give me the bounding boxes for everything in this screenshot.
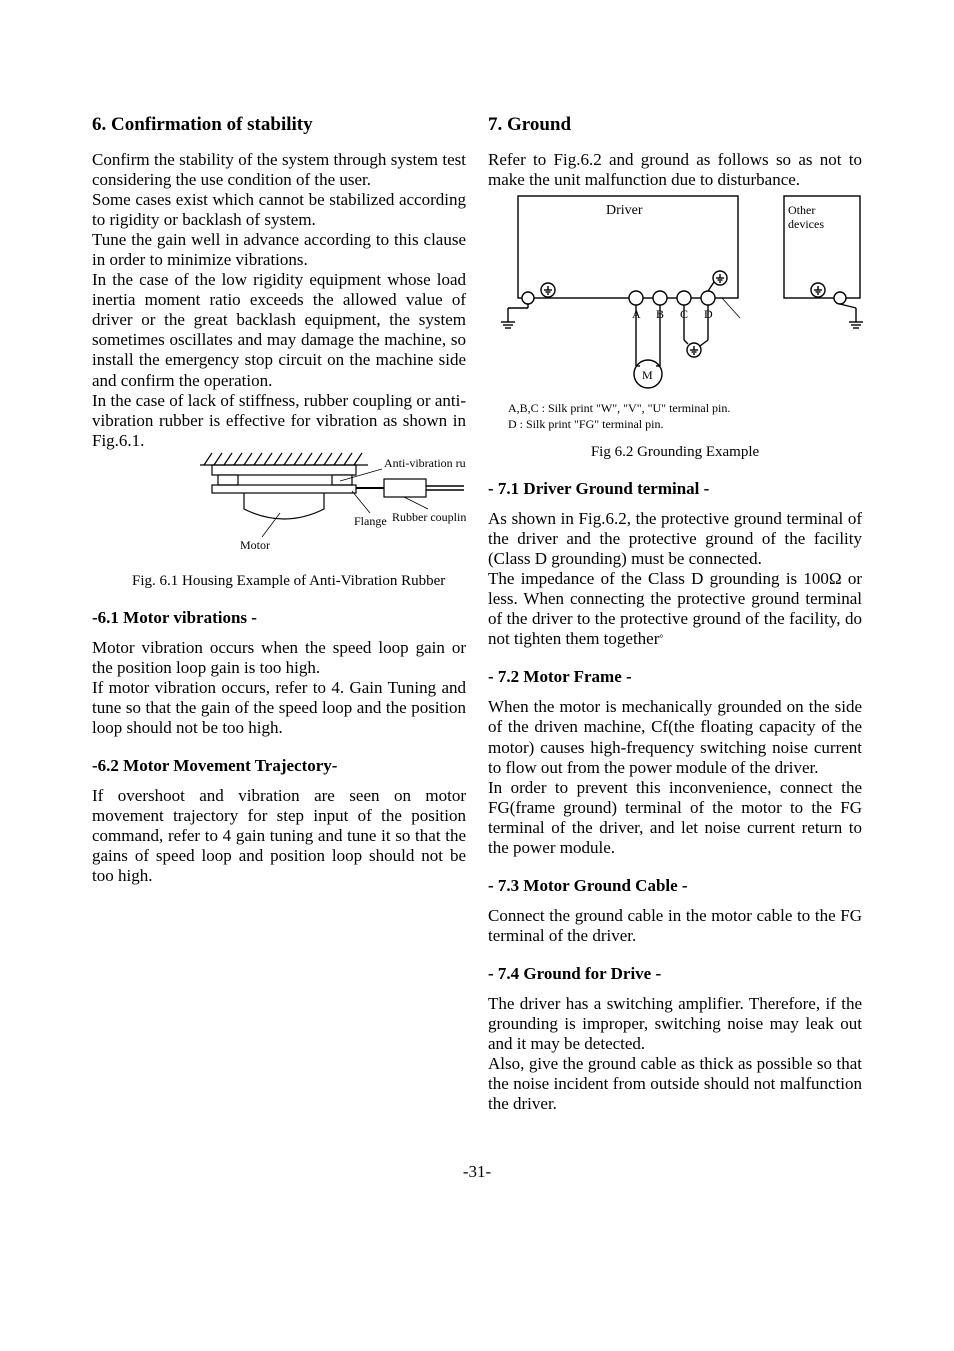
sec7-p6: Connect the ground cable in the motor ca… bbox=[488, 906, 862, 946]
fig61-label-rubber: Anti-vibration rubber bbox=[384, 456, 466, 470]
sec7-p8: Also, give the ground cable as thick as … bbox=[488, 1054, 862, 1114]
page-number: -31- bbox=[92, 1162, 862, 1182]
fig61-label-motor: Motor bbox=[240, 538, 270, 552]
sec6-p2: Some cases exist which cannot be stabili… bbox=[92, 190, 466, 230]
fig61-label-flange: Flange bbox=[354, 514, 387, 528]
sec7-p4: When the motor is mechanically grounded … bbox=[488, 697, 862, 777]
fig62-label-driver: Driver bbox=[606, 203, 643, 218]
fig61-label-coupling: Rubber coupling bbox=[392, 510, 466, 524]
sec6-p6: Motor vibration occurs when the speed lo… bbox=[92, 638, 466, 678]
sec6-p5: In the case of lack of stiffness, rubber… bbox=[92, 391, 466, 451]
sec7-p1: Refer to Fig.6.2 and ground as follows s… bbox=[488, 150, 862, 190]
sec6-p4: In the case of the low rigidity equipmen… bbox=[92, 270, 466, 390]
fig62-label-A: A bbox=[632, 307, 641, 321]
section7-heading: 7. Ground bbox=[488, 114, 862, 136]
fig62-label-B: B bbox=[656, 307, 664, 321]
sec7-s4: - 7.4 Ground for Drive - bbox=[488, 964, 862, 984]
fig61-svg: Anti-vibration rubber Rubber coupling Mo… bbox=[92, 451, 466, 569]
sec7-s1: - 7.1 Driver Ground terminal - bbox=[488, 479, 862, 499]
sec7-p2: As shown in Fig.6.2, the protective grou… bbox=[488, 509, 862, 569]
sec7-s3: - 7.3 Motor Ground Cable - bbox=[488, 876, 862, 896]
ohm-symbol: Ω bbox=[829, 569, 842, 588]
page-root: 6. Confirmation of stability Confirm the… bbox=[0, 0, 954, 1242]
right-column: 7. Ground Refer to Fig.6.2 and ground as… bbox=[488, 100, 862, 1114]
columns: 6. Confirmation of stability Confirm the… bbox=[92, 100, 862, 1114]
fig61-caption: Fig. 6.1 Housing Example of Anti-Vibrati… bbox=[92, 573, 466, 590]
sec6-sub2: -6.2 Motor Movement Trajectory- bbox=[92, 756, 466, 776]
section6-heading: 6. Confirmation of stability bbox=[92, 114, 466, 136]
fig62-label-other1: Other bbox=[788, 203, 815, 217]
fig62-caption: Fig 6.2 Grounding Example bbox=[488, 444, 862, 461]
degree-symbol: 。 bbox=[659, 629, 669, 640]
sec7-p7: The driver has a switching amplifier. Th… bbox=[488, 994, 862, 1054]
sec7-s2: - 7.2 Motor Frame - bbox=[488, 667, 862, 687]
fig62-note-abc: A,B,C : Silk print "W", "V", "U" termina… bbox=[508, 401, 730, 415]
fig62-label-C: C bbox=[680, 307, 688, 321]
fig62-note-d: D : Silk print "FG" terminal pin. bbox=[508, 417, 663, 431]
fig62-svg: Driver Other devices A B C D M A,B,C : S… bbox=[488, 190, 868, 440]
sec6-sub1: -6.1 Motor vibrations - bbox=[92, 608, 466, 628]
fig62-label-M: M bbox=[642, 368, 653, 382]
sec7-p5: In order to prevent this inconvenience, … bbox=[488, 778, 862, 858]
fig62-label-other2: devices bbox=[788, 217, 824, 231]
sec6-p8: If overshoot and vibration are seen on m… bbox=[92, 786, 466, 886]
sec6-p7: If motor vibration occurs, refer to 4. G… bbox=[92, 678, 466, 738]
fig62-label-D: D bbox=[704, 307, 713, 321]
left-column: 6. Confirmation of stability Confirm the… bbox=[92, 100, 466, 1114]
sec6-p3: Tune the gain well in advance according … bbox=[92, 230, 466, 270]
sec7-p3: The impedance of the Class D grounding i… bbox=[488, 569, 862, 649]
sec6-p1: Confirm the stability of the system thro… bbox=[92, 150, 466, 190]
